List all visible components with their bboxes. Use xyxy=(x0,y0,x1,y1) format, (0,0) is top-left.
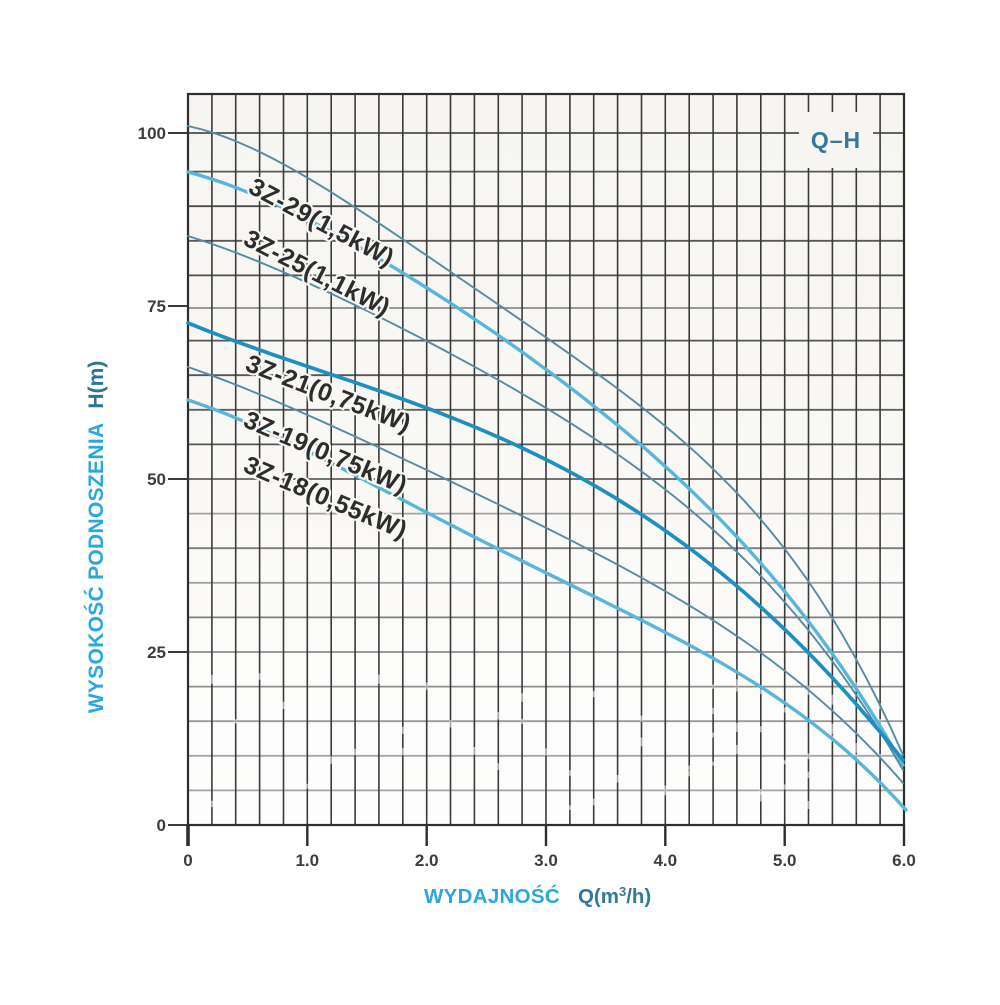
svg-text:0: 0 xyxy=(157,816,166,835)
svg-text:6.0: 6.0 xyxy=(892,851,916,870)
svg-text:Q–H: Q–H xyxy=(811,127,861,153)
svg-text:5.0: 5.0 xyxy=(773,851,797,870)
svg-text:50: 50 xyxy=(147,470,166,489)
svg-text:100: 100 xyxy=(138,124,166,143)
svg-text:3.0: 3.0 xyxy=(534,851,558,870)
svg-text:25: 25 xyxy=(147,643,166,662)
svg-text:0: 0 xyxy=(183,851,192,870)
svg-text:4.0: 4.0 xyxy=(653,851,677,870)
svg-text:WYSOKOŚĆ PODNOSZENIAH(m): WYSOKOŚĆ PODNOSZENIAH(m) xyxy=(84,361,108,714)
svg-text:75: 75 xyxy=(147,297,166,316)
svg-text:2.0: 2.0 xyxy=(415,851,439,870)
svg-text:1.0: 1.0 xyxy=(295,851,319,870)
